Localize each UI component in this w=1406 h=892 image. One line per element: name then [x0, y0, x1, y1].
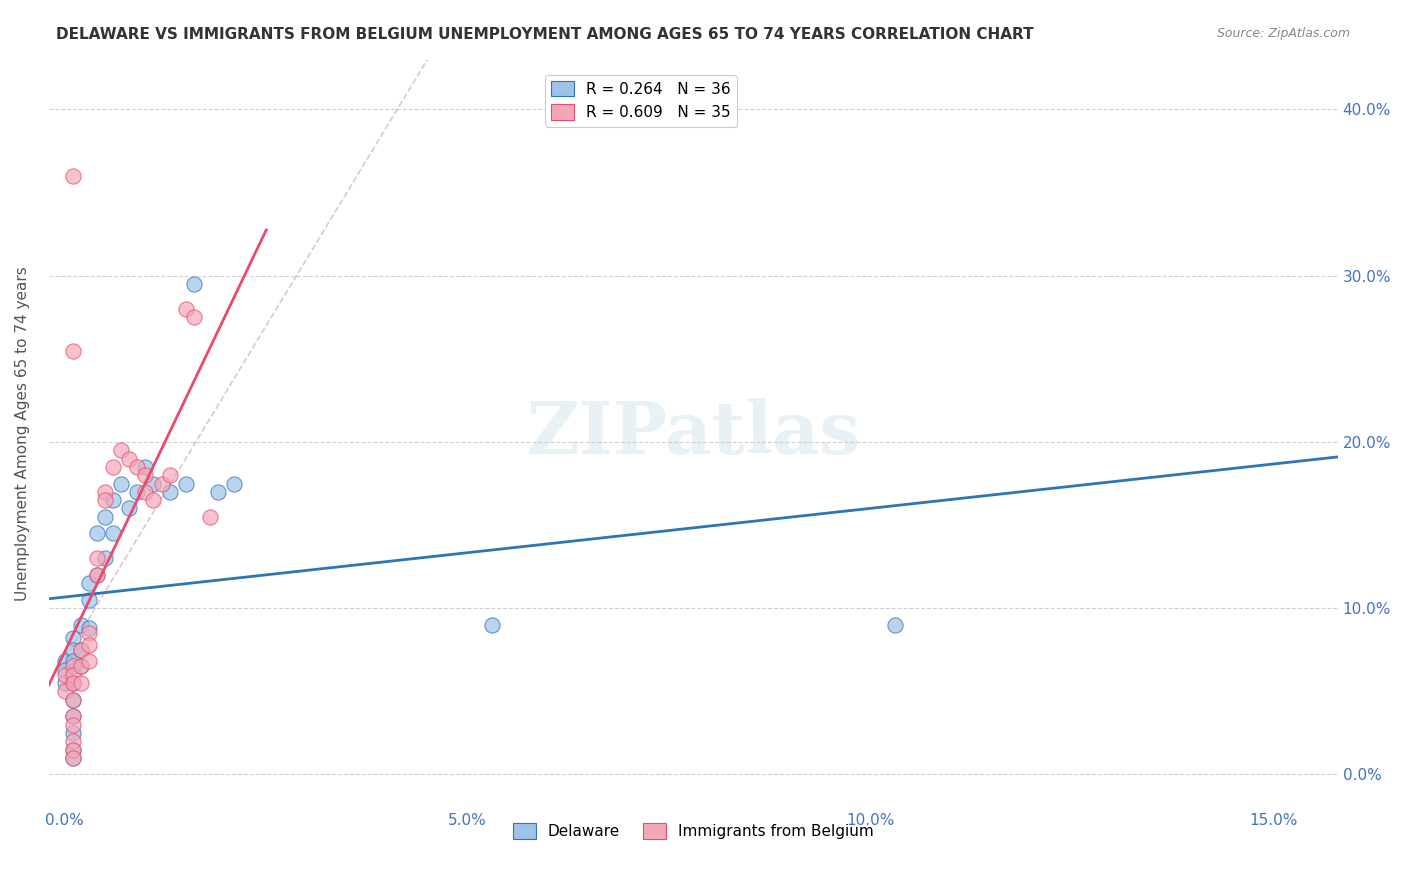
Point — [86, 568, 108, 582]
Point — [159, 484, 181, 499]
Point — [110, 443, 132, 458]
Point — [62, 717, 84, 731]
Point — [86, 568, 108, 582]
Point — [118, 501, 141, 516]
Point — [62, 676, 84, 690]
Point — [110, 476, 132, 491]
Point — [222, 476, 245, 491]
Point — [94, 493, 117, 508]
Point — [159, 468, 181, 483]
Point — [70, 676, 93, 690]
Point — [94, 551, 117, 566]
Point — [62, 742, 84, 756]
Point — [53, 663, 76, 677]
Point — [70, 659, 93, 673]
Point — [94, 509, 117, 524]
Point — [62, 734, 84, 748]
Point — [118, 451, 141, 466]
Point — [62, 642, 84, 657]
Point — [207, 484, 229, 499]
Point — [174, 476, 197, 491]
Point — [62, 709, 84, 723]
Point — [77, 621, 100, 635]
Point — [62, 726, 84, 740]
Point — [142, 476, 165, 491]
Point — [77, 593, 100, 607]
Point — [62, 692, 84, 706]
Text: Source: ZipAtlas.com: Source: ZipAtlas.com — [1216, 27, 1350, 40]
Point — [70, 618, 93, 632]
Point — [77, 576, 100, 591]
Point — [62, 692, 84, 706]
Point — [62, 655, 84, 669]
Point — [62, 169, 84, 183]
Point — [62, 709, 84, 723]
Point — [127, 459, 149, 474]
Point — [62, 751, 84, 765]
Point — [62, 631, 84, 645]
Point — [70, 642, 93, 657]
Point — [142, 493, 165, 508]
Point — [53, 684, 76, 698]
Point — [62, 667, 84, 681]
Point — [103, 493, 125, 508]
Point — [134, 459, 156, 474]
Point — [94, 484, 117, 499]
Point — [183, 277, 205, 291]
Point — [62, 659, 84, 673]
Text: ZIPatlas: ZIPatlas — [526, 398, 860, 469]
Text: DELAWARE VS IMMIGRANTS FROM BELGIUM UNEMPLOYMENT AMONG AGES 65 TO 74 YEARS CORRE: DELAWARE VS IMMIGRANTS FROM BELGIUM UNEM… — [56, 27, 1033, 42]
Point — [127, 484, 149, 499]
Point — [62, 751, 84, 765]
Point — [70, 642, 93, 657]
Point — [481, 618, 503, 632]
Point — [134, 468, 156, 483]
Point — [183, 310, 205, 325]
Point — [103, 459, 125, 474]
Point — [86, 551, 108, 566]
Point — [150, 476, 173, 491]
Point — [62, 676, 84, 690]
Point — [70, 659, 93, 673]
Y-axis label: Unemployment Among Ages 65 to 74 years: Unemployment Among Ages 65 to 74 years — [15, 267, 30, 601]
Point — [174, 301, 197, 316]
Point — [198, 509, 221, 524]
Point — [77, 626, 100, 640]
Point — [62, 742, 84, 756]
Point — [53, 676, 76, 690]
Legend: Delaware, Immigrants from Belgium: Delaware, Immigrants from Belgium — [506, 817, 880, 845]
Point — [103, 526, 125, 541]
Point — [53, 655, 76, 669]
Point — [53, 667, 76, 681]
Point — [134, 484, 156, 499]
Point — [77, 655, 100, 669]
Point — [62, 343, 84, 358]
Point — [883, 618, 905, 632]
Point — [77, 638, 100, 652]
Point — [86, 526, 108, 541]
